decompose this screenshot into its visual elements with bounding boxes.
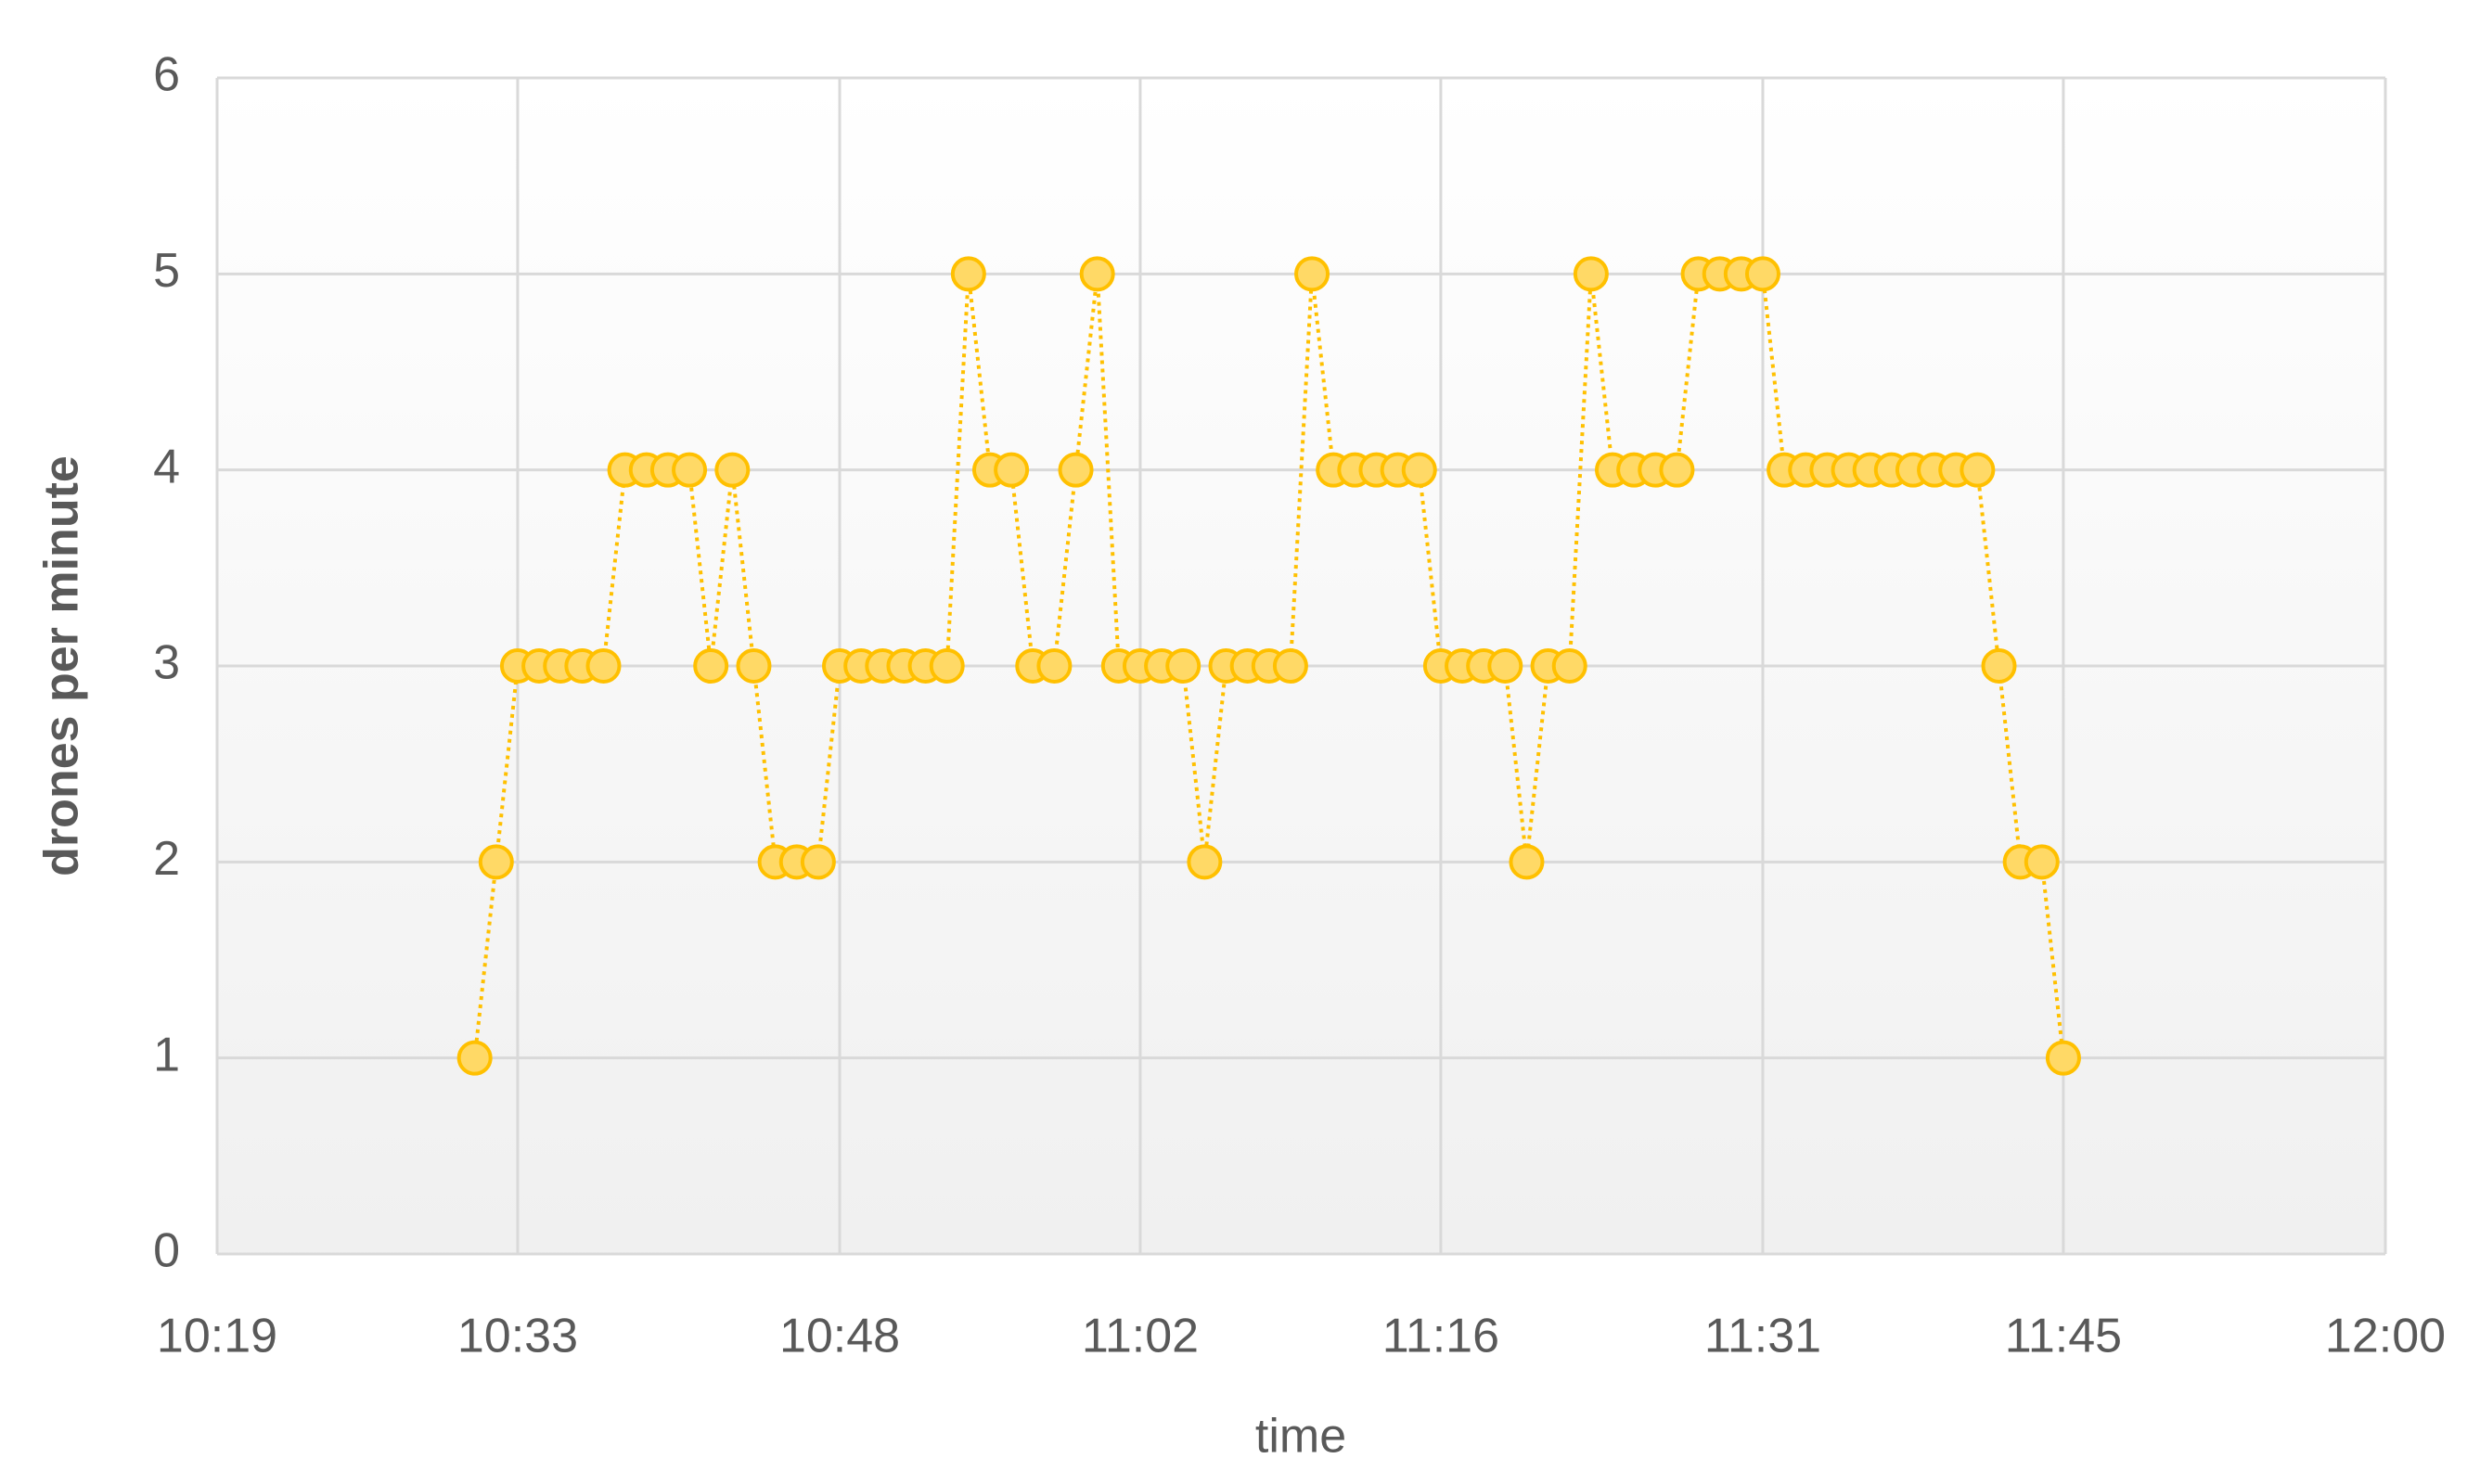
x-tick-label: 10:19 <box>157 1310 277 1363</box>
y-tick-label: 6 <box>153 48 180 102</box>
y-tick-label: 5 <box>153 244 180 298</box>
data-point <box>1272 648 1308 684</box>
data-point <box>672 452 708 488</box>
x-tick-label: 11:31 <box>1704 1310 1821 1363</box>
data-point <box>929 648 965 684</box>
data-point <box>1058 452 1094 488</box>
data-point <box>1294 256 1330 292</box>
data-point <box>1744 256 1780 292</box>
data-point <box>1187 844 1223 880</box>
data-point <box>800 844 836 880</box>
x-tick-label: 11:02 <box>1082 1310 1199 1363</box>
y-axis-label: drones per minute <box>35 455 89 876</box>
data-point <box>994 452 1030 488</box>
data-point <box>1401 452 1437 488</box>
x-tick-label: 10:33 <box>457 1310 578 1363</box>
y-tick-label: 0 <box>153 1224 180 1278</box>
data-point <box>456 1040 493 1076</box>
data-point <box>1079 256 1115 292</box>
data-point <box>1573 256 1609 292</box>
data-point <box>1165 648 1201 684</box>
data-point <box>693 648 729 684</box>
data-point <box>1960 452 1996 488</box>
x-tick-label: 12:00 <box>2325 1310 2446 1363</box>
y-tick-label: 2 <box>153 832 180 886</box>
y-tick-label: 3 <box>153 636 180 690</box>
y-tick-label: 4 <box>153 440 180 493</box>
data-point <box>1036 648 1073 684</box>
data-point <box>1509 844 1545 880</box>
x-tick-label: 10:48 <box>779 1310 900 1363</box>
x-tick-label: 11:16 <box>1382 1310 1499 1363</box>
x-tick-label: 11:45 <box>2005 1310 2122 1363</box>
data-point <box>714 452 751 488</box>
data-point <box>478 844 514 880</box>
data-point <box>2045 1040 2081 1076</box>
data-point <box>1659 452 1695 488</box>
data-point <box>1981 648 2017 684</box>
data-point <box>950 256 986 292</box>
data-point <box>1551 648 1587 684</box>
data-point <box>1487 648 1523 684</box>
y-tick-label: 1 <box>153 1028 180 1081</box>
data-point <box>585 648 622 684</box>
x-axis-label: time <box>1255 1410 1346 1464</box>
data-point <box>2024 844 2060 880</box>
data-point <box>736 648 772 684</box>
